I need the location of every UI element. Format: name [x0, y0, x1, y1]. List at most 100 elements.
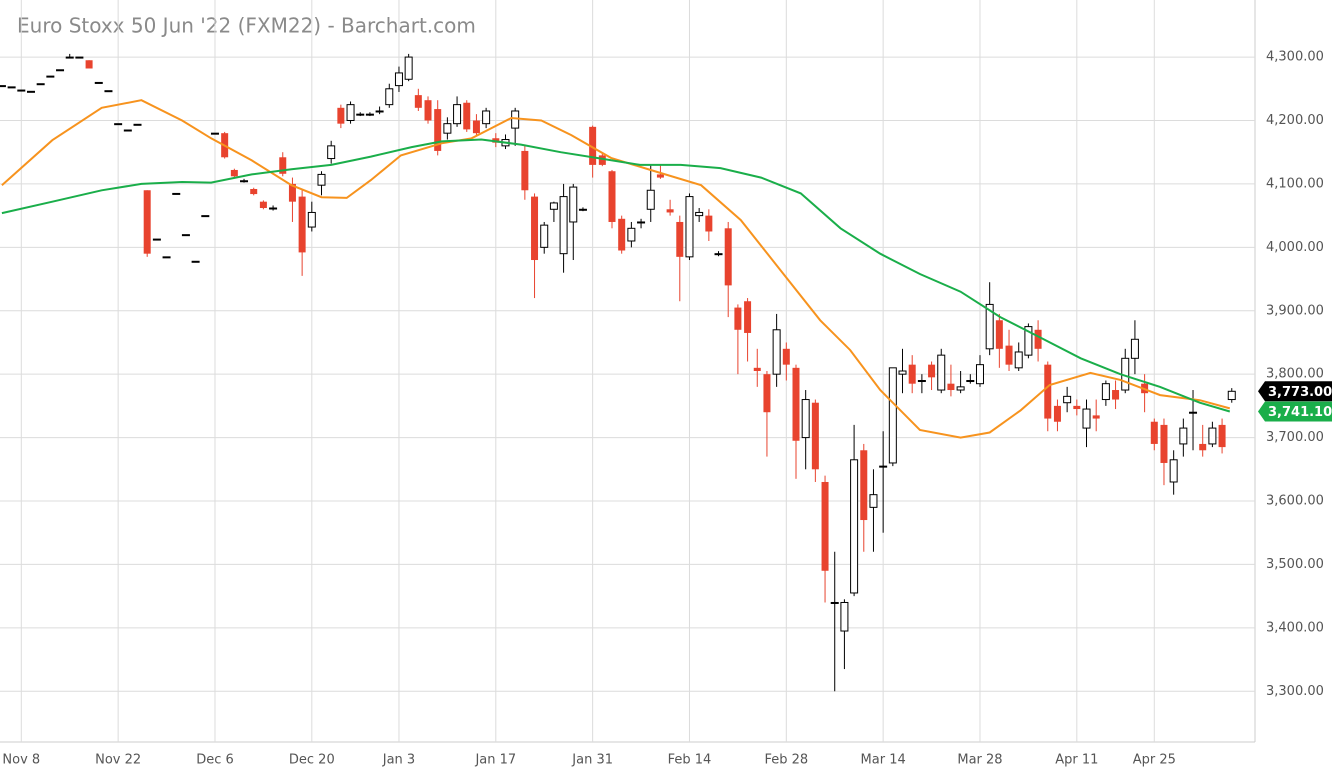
candle-body	[744, 301, 752, 333]
x-tick-label: Feb 14	[668, 753, 712, 768]
candle-body	[7, 86, 16, 89]
candle-body	[908, 364, 916, 384]
candle-body	[288, 183, 296, 202]
price-badge	[1258, 401, 1332, 422]
candle-body	[404, 56, 413, 80]
x-tick-label: Nov 8	[2, 753, 40, 768]
candle-body	[598, 155, 606, 165]
candle-body	[1014, 351, 1023, 369]
y-tick-label: 4,300.00	[1266, 50, 1324, 65]
candle-body	[985, 303, 994, 350]
candle-body	[1160, 424, 1168, 463]
y-tick-label: 3,400.00	[1266, 620, 1324, 635]
candle-body	[656, 174, 664, 178]
candle-body	[104, 90, 113, 93]
candle-body	[181, 234, 190, 237]
candle-body	[753, 367, 761, 371]
y-tick-label: 4,100.00	[1266, 176, 1324, 191]
candle-body	[472, 120, 480, 134]
candle-body	[65, 56, 74, 59]
candle-body	[1150, 421, 1158, 444]
candle-body	[947, 383, 955, 391]
candle-body	[569, 186, 578, 223]
candle-body	[821, 481, 829, 571]
candle-body	[618, 218, 626, 251]
candle-body	[734, 307, 742, 330]
candle-body	[898, 370, 907, 375]
candle-body	[230, 169, 238, 177]
candle-body	[1005, 345, 1013, 365]
candle-body	[172, 192, 181, 195]
candle-body	[578, 208, 587, 211]
candle-body	[956, 386, 965, 391]
candle-body	[589, 126, 597, 165]
candle-body	[1044, 364, 1052, 419]
x-tick-label: Mar 28	[957, 753, 1002, 768]
candle-body	[191, 260, 200, 263]
price-badge-label: 3,773.00	[1268, 385, 1332, 400]
candle-body	[133, 123, 142, 126]
y-tick-label: 3,900.00	[1266, 303, 1324, 318]
x-tick-label: Nov 22	[95, 753, 141, 768]
candle-body	[830, 601, 839, 604]
candle-body	[763, 374, 771, 413]
candle-body	[1082, 408, 1091, 429]
candle-body	[869, 494, 878, 508]
candle-body	[917, 380, 926, 383]
candle-body	[36, 83, 45, 86]
candle-body	[888, 367, 897, 464]
candle-body	[724, 228, 732, 286]
x-tick-label: Feb 28	[764, 753, 808, 768]
candle-body	[676, 221, 684, 257]
candle-body	[995, 320, 1003, 349]
candle-body	[337, 107, 345, 124]
candle-body	[434, 109, 442, 151]
candle-body	[250, 188, 258, 195]
y-tick-label: 3,300.00	[1266, 684, 1324, 699]
candle-body	[240, 180, 249, 183]
candle-body	[26, 90, 35, 93]
candle-body	[1112, 390, 1120, 400]
candle-body	[772, 329, 781, 375]
candle-body	[782, 348, 790, 365]
candle-body	[792, 367, 800, 441]
candle-body	[928, 364, 936, 378]
candle-body	[75, 56, 84, 59]
candle-body	[1169, 459, 1178, 483]
candle-body	[1179, 427, 1188, 445]
price-badge	[1258, 381, 1332, 402]
grid	[0, 0, 1255, 742]
candle-body	[365, 113, 374, 116]
x-tick-label: Jan 31	[571, 753, 613, 768]
candle-body	[385, 88, 394, 106]
y-tick-label: 4,200.00	[1266, 113, 1324, 128]
candle-body	[375, 110, 384, 113]
candle-body	[0, 85, 6, 88]
candle-body	[394, 72, 403, 87]
candle-body	[269, 207, 278, 210]
candle-body	[17, 89, 26, 92]
candle-body	[482, 110, 491, 125]
candle-body	[327, 145, 336, 160]
x-tick-label: Apr 25	[1133, 753, 1176, 768]
candle-body	[317, 173, 326, 186]
x-tick-label: Dec 20	[289, 753, 335, 768]
candle-body	[549, 202, 558, 210]
candle-body	[540, 224, 549, 248]
candle-body	[279, 157, 287, 174]
candle-body	[637, 221, 646, 224]
candle-body	[1227, 390, 1236, 401]
candle-body	[1053, 405, 1061, 422]
candle-body	[1208, 427, 1217, 445]
candle-body	[307, 211, 316, 228]
candle-body	[114, 123, 123, 126]
price-badge-label: 3,741.10	[1268, 405, 1332, 420]
candle-body	[666, 209, 674, 213]
x-tick-label: Jan 17	[474, 753, 516, 768]
y-tick-label: 3,700.00	[1266, 430, 1324, 445]
candle-body	[424, 100, 432, 121]
candle-body	[879, 465, 888, 468]
candle-body	[559, 196, 568, 255]
candle-body	[850, 459, 859, 594]
